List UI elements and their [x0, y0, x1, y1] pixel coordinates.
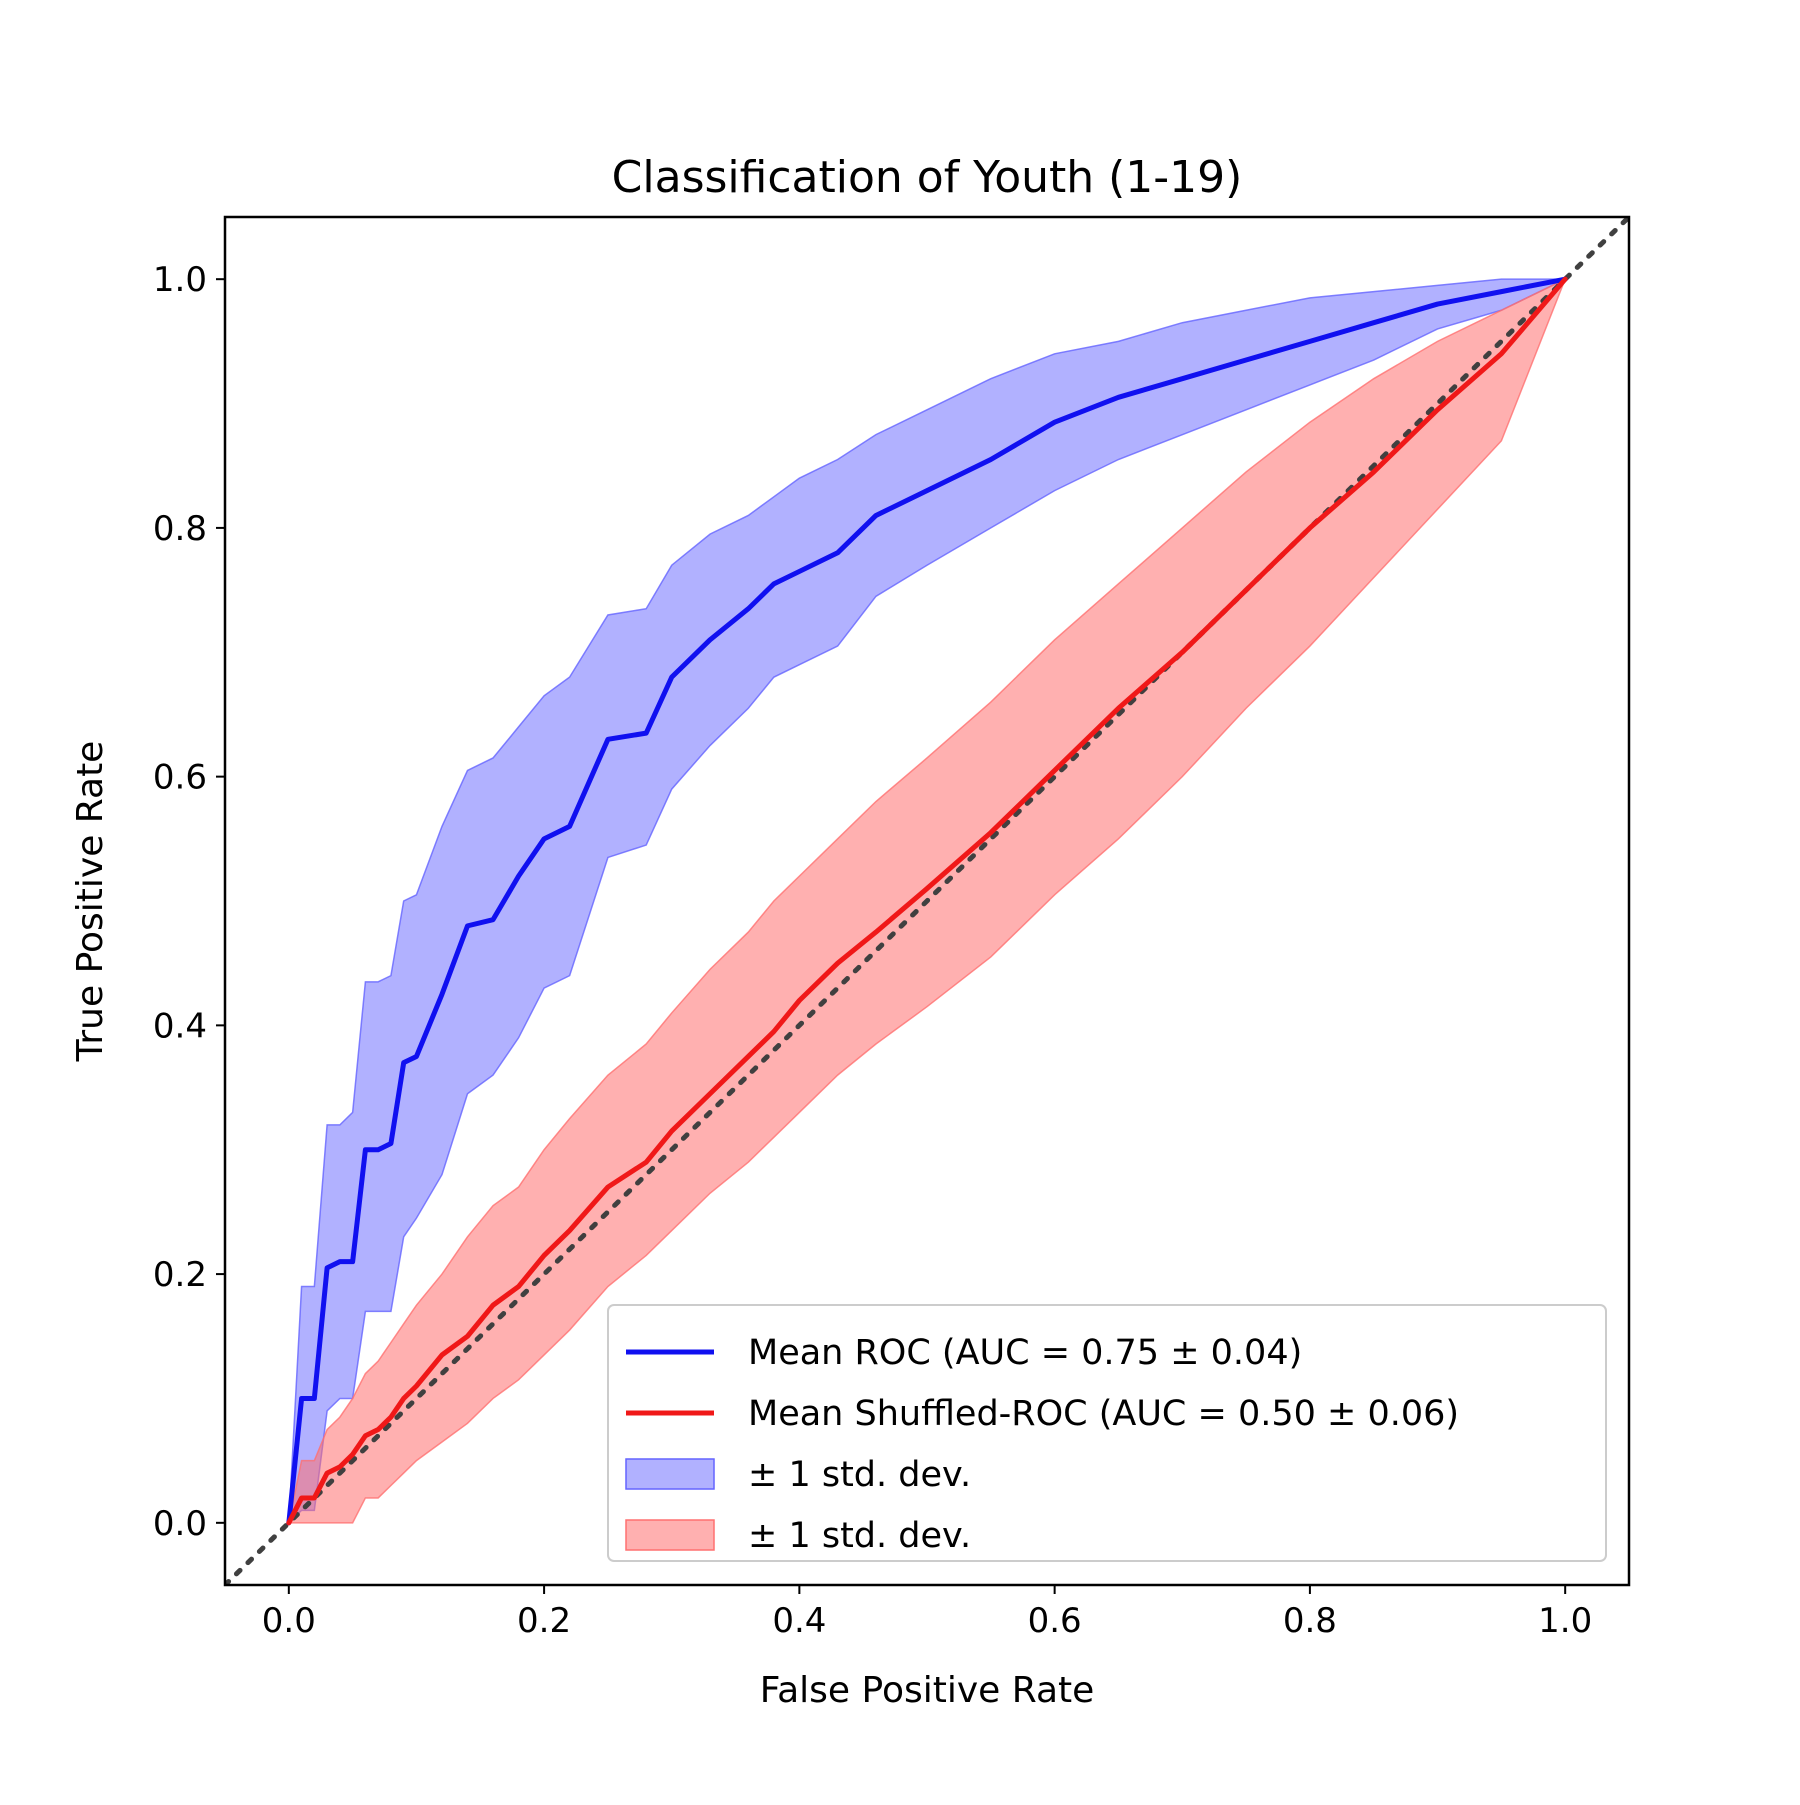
chart-title: Classification of Youth (1-19): [612, 152, 1243, 203]
y-axis-label: True Positive Rate: [70, 741, 111, 1063]
legend-label: ± 1 std. dev.: [748, 1516, 971, 1556]
y-axis: 0.0 0.2 0.4 0.6 0.8 1.0: [153, 260, 225, 1544]
mean-line-2: [286, 276, 1568, 1526]
legend-label: ± 1 std. dev.: [748, 1455, 971, 1495]
legend-label: Mean Shuffled-ROC (AUC = 0.50 ± 0.06): [748, 1394, 1459, 1434]
x-tick-label: 0.8: [1283, 1601, 1337, 1641]
mean-line-1: [286, 276, 1568, 1526]
x-axis: 0.0 0.2 0.4 0.6 0.8 1.0: [262, 1585, 1592, 1641]
y-tick-label: 1.0: [153, 260, 207, 300]
y-tick-label: 0.0: [153, 1504, 207, 1544]
x-axis-label: False Positive Rate: [760, 1670, 1095, 1711]
x-tick-label: 1.0: [1538, 1601, 1592, 1641]
legend: Mean ROC (AUC = 0.75 ± 0.04) Mean Shuffle…: [607, 1304, 1607, 1562]
legend-label: Mean ROC (AUC = 0.75 ± 0.04): [748, 1333, 1302, 1373]
plot-frame: [223, 215, 1631, 1587]
x-tick-label: 0.2: [517, 1601, 571, 1641]
x-tick-label: 0.0: [262, 1601, 316, 1641]
legend-band-swatch: [625, 1519, 715, 1551]
y-tick-label: 0.6: [153, 758, 207, 798]
chance-line: [225, 217, 1629, 1585]
x-tick-label: 0.6: [1028, 1601, 1082, 1641]
legend-band-swatch: [625, 1458, 715, 1490]
y-tick-label: 0.8: [153, 509, 207, 549]
y-tick-label: 0.4: [153, 1006, 207, 1046]
x-tick-label: 0.4: [772, 1601, 826, 1641]
plot-area: [225, 217, 1629, 1585]
legend-box: [607, 1304, 1607, 1562]
y-tick-label: 0.2: [153, 1255, 207, 1295]
